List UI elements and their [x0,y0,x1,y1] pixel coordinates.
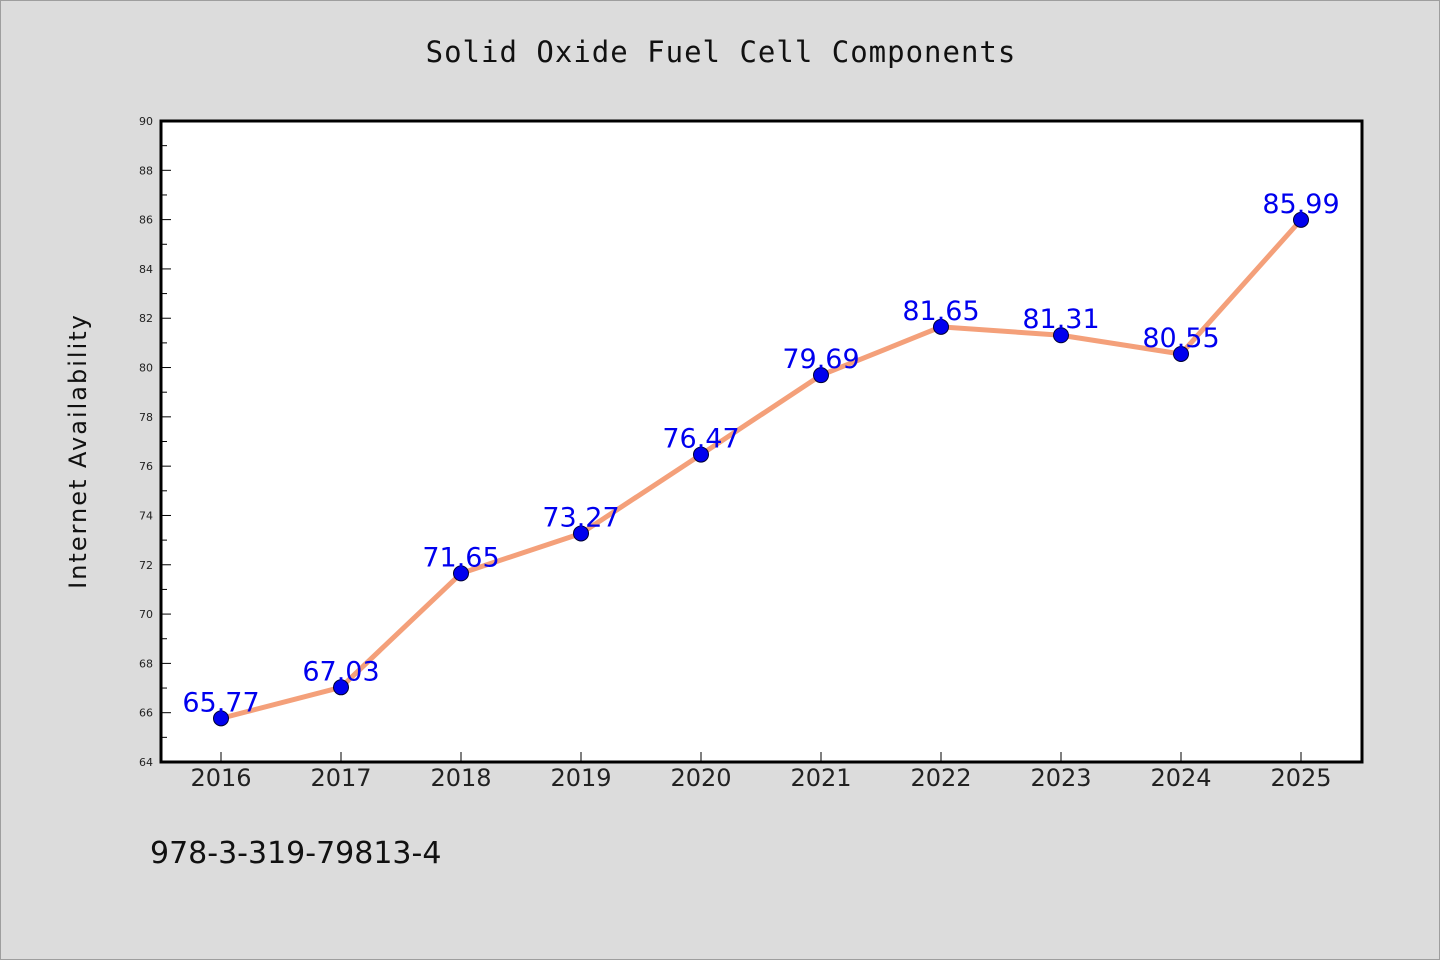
y-tick-label: 72 [139,559,153,572]
plot-border [159,119,1364,764]
data-label: 76.47 [662,424,739,455]
data-point [213,710,229,727]
data-point [813,367,829,384]
y-tick-label: 66 [139,707,153,720]
x-tick-label: 2023 [1030,764,1091,792]
data-point [1053,327,1069,344]
y-tick-label: 76 [139,460,153,473]
data-point [453,565,469,582]
data-label: 85.99 [1262,189,1339,220]
data-label: 71.65 [422,542,499,573]
data-label: 80.55 [1142,323,1219,354]
data-label: 81.31 [1022,304,1099,335]
x-tick-label: 2025 [1270,764,1331,792]
data-label: 65.77 [182,687,259,718]
series-line-group [213,211,1309,727]
y-tick-label: 64 [139,756,153,769]
y-tick-label: 84 [139,263,153,276]
y-tick-label: 82 [139,312,153,325]
x-tick-label: 2018 [430,764,491,792]
x-tick-label: 2022 [910,764,971,792]
data-point [693,446,709,463]
y-tick-label: 78 [139,411,153,424]
chart-title: Solid Oxide Fuel Cell Components [425,35,1017,69]
y-tick-label: 88 [139,164,153,177]
data-point [933,318,949,335]
y-tick-label: 90 [139,115,153,128]
y-tick-label: 80 [139,362,153,375]
data-label: 67.03 [302,656,379,687]
data-label: 79.69 [782,344,859,375]
y-tick-label: 68 [139,657,153,670]
y-tick-label: 74 [139,509,153,522]
x-tick-label: 2020 [670,764,731,792]
data-label: 81.65 [902,296,979,327]
data-label-group: 65.77 67.03 71.65 73.27 76.47 79.69 81.65 81.31… [182,189,1339,719]
data-point [1173,345,1189,362]
x-tick-label: 2017 [310,764,371,792]
x-axis: 2016 2017 2018 2019 2020 2021 2022 2023 2024 2025 [190,752,1332,792]
data-point [573,525,589,542]
x-tick-label: 2016 [190,764,251,792]
y-tick-label: 70 [139,608,153,621]
footnote-text: 978-3-319-79813-4 [150,836,442,871]
x-tick-label: 2019 [550,764,611,792]
data-point [1293,211,1309,228]
data-label: 73.27 [542,502,619,533]
plot-area [161,121,1362,762]
series-line [218,217,1304,721]
y-tick-label: 86 [139,214,153,227]
x-tick-label: 2021 [790,764,851,792]
data-point [333,679,349,696]
x-tick-label: 2024 [1150,764,1211,792]
